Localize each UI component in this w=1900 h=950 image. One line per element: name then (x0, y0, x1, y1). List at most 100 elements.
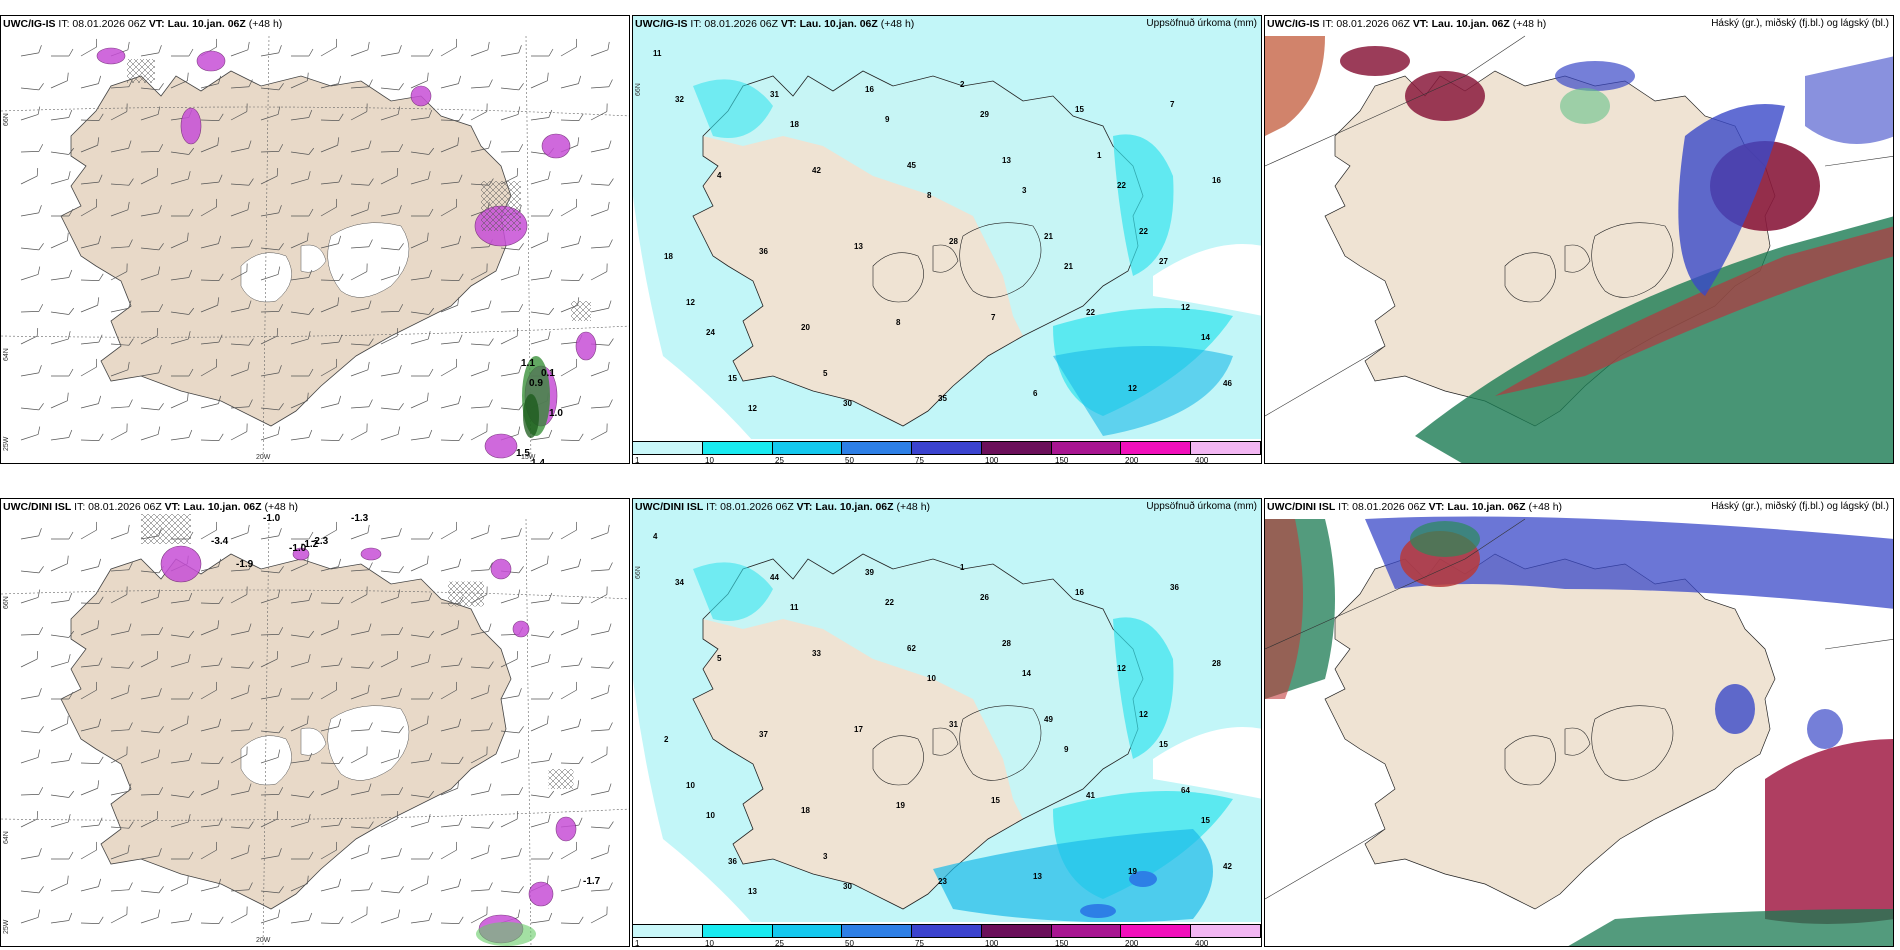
wind-barb (50, 790, 75, 798)
wind-barb (470, 399, 493, 409)
wind-barb (530, 109, 553, 121)
panel-title: UWC/IG-IS IT: 08.01.2026 06Z VT: Lau. 10… (1267, 18, 1546, 30)
lat-label: 66N (3, 113, 10, 126)
wind-barb (20, 566, 44, 574)
precip-value-label: 24 (706, 328, 715, 337)
wind-barb (350, 300, 372, 313)
precip-value-label: 42 (812, 166, 821, 175)
wind-barb (320, 235, 341, 249)
field-title: Uppsöfnuð úrkoma (mm) (1146, 18, 1257, 29)
wind-barb (470, 906, 488, 924)
wind-barb (380, 886, 404, 894)
precip-value-label: 21 (1064, 262, 1073, 271)
wind-barb (500, 403, 524, 411)
wind-barb (140, 426, 161, 441)
wind-barb (260, 83, 284, 91)
wind-barb (410, 307, 435, 315)
cloud-map (1265, 16, 1893, 463)
wind-barb (440, 358, 457, 377)
wind-barb (20, 909, 41, 924)
wind-barb (560, 174, 583, 185)
wind-barb (230, 722, 253, 732)
precip-value-label: 36 (1170, 583, 1179, 592)
wind-barb (531, 851, 554, 860)
wind-barb (320, 558, 341, 572)
precip-value-label: 13 (1033, 872, 1042, 881)
init-time: IT: 08.01.2026 06Z (58, 18, 146, 30)
wind-barb (20, 726, 44, 734)
lat-label: 64N (3, 831, 10, 844)
wind-barb (20, 243, 44, 251)
wind-barb (350, 263, 368, 281)
lon-label: 20W (256, 454, 271, 461)
wind-value-label: -2.3 (311, 536, 329, 547)
wind-barb (200, 334, 223, 345)
colorbar-tick: 150 (1055, 939, 1069, 947)
precip-value-label: 15 (991, 796, 1000, 805)
wind-barb (110, 882, 133, 892)
wind-value-label: 1.5 (516, 448, 530, 459)
wind-barb (410, 790, 435, 798)
wind-barb (530, 331, 551, 345)
wind-barb (290, 875, 309, 892)
wind-barb (260, 811, 279, 828)
wind-barb (590, 746, 608, 764)
precip-value-label: 8 (927, 191, 932, 200)
lat-label: 66N (635, 566, 642, 579)
wind-barb (440, 756, 464, 764)
wind-barb (590, 722, 613, 732)
wind-barb (350, 722, 373, 732)
precip-value-label: 26 (980, 593, 989, 602)
wind-barb (470, 661, 494, 669)
wind-barb (530, 630, 555, 638)
wind-barb (440, 273, 464, 281)
model-name: UWC/DINI ISL (635, 501, 704, 513)
wind-barb (80, 756, 104, 764)
wind-barb (110, 722, 133, 732)
wind-barb (380, 528, 402, 540)
cloud-map (1265, 499, 1893, 946)
wind-barb (80, 38, 97, 57)
wind-barb (110, 906, 128, 924)
precip-value-label: 36 (759, 247, 768, 256)
wind-barb (260, 848, 282, 860)
panel-wind-igis: UWC/IG-IS IT: 08.01.2026 06Z VT: Lau. 10… (0, 15, 630, 464)
wind-barb (50, 912, 73, 924)
wind-barb (590, 423, 608, 441)
wind-barb (320, 718, 341, 732)
wind-barb (260, 886, 284, 894)
precip-value-label: 19 (896, 801, 905, 810)
wind-barb (80, 174, 103, 185)
colorbar-swatch (842, 442, 913, 454)
wind-barb (200, 113, 224, 121)
wind-barb (350, 103, 368, 121)
wind-barb (140, 243, 164, 251)
wind-barb (320, 521, 337, 540)
wind-barb (470, 423, 488, 441)
wind-barb (20, 688, 42, 700)
wind-barb (350, 821, 374, 829)
wind-value-label: 1.1 (521, 358, 535, 369)
wind-barb (290, 109, 313, 121)
wind-map: -1.0 -1.3-1.9-3.4 -2.3-1.0-1.2-1.7 (1, 513, 629, 946)
wind-barb (110, 300, 132, 313)
wind-barb (500, 811, 519, 828)
wind-barb (380, 328, 399, 345)
wind-barb (140, 886, 164, 894)
colorbar-swatch (1121, 925, 1192, 937)
wind-barb (440, 878, 461, 892)
wind-barb (230, 882, 253, 892)
wind-barb (380, 403, 404, 411)
wind-barb (110, 140, 132, 153)
wind-barb (230, 178, 254, 186)
wind-barb (500, 528, 522, 540)
wind-barb (230, 586, 248, 604)
wind-barb (170, 790, 195, 798)
precip-value-label: 62 (907, 644, 916, 653)
wind-barb (470, 783, 492, 796)
wind-barb (380, 726, 404, 734)
wind-barb (20, 426, 41, 441)
wind-barb (590, 263, 608, 281)
wind-barb (350, 906, 368, 924)
wind-barb (560, 273, 584, 281)
